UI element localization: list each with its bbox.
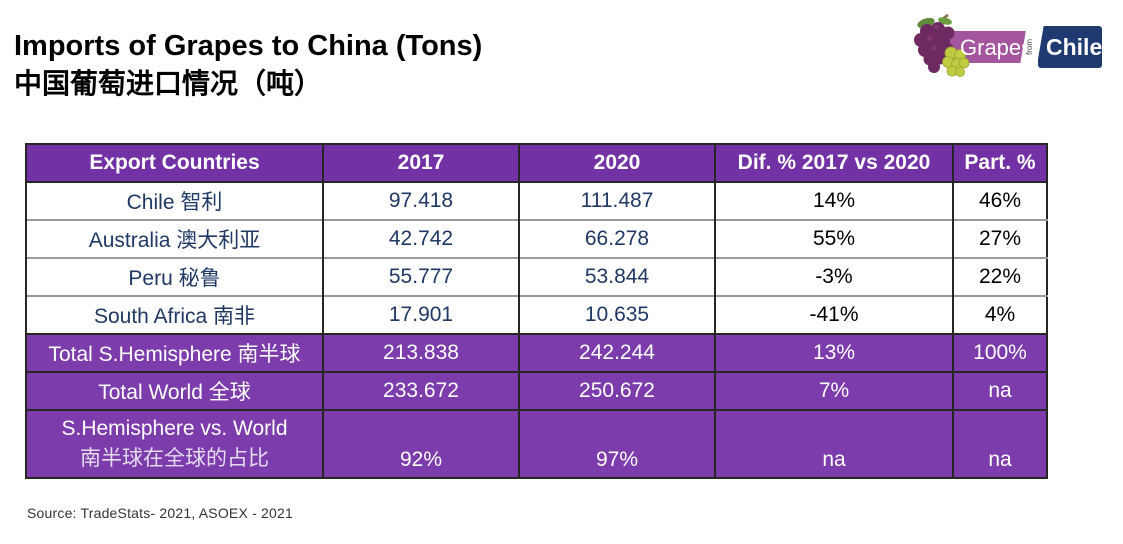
cell-2017: 97.418 [322,181,519,220]
table-row-s-hemisphere-vs-world: S.Hemisphere vs. World 南半球在全球的占比 92% 97%… [25,409,1047,478]
cell-2017: 42.742 [322,219,519,258]
cell-2020: 111.487 [518,181,715,220]
cell-2020: 66.278 [518,219,715,258]
cell-part: 27% [952,219,1047,258]
page-title: Imports of Grapes to China (Tons) [14,30,483,62]
cell-part: 22% [952,257,1047,296]
cell-2017: 213.838 [322,333,519,372]
table-row-total-world: Total World 全球 233.672 250.672 7% na [25,371,1047,410]
cell-2020: 53.844 [518,257,715,296]
cell-part: 46% [952,181,1047,220]
logo-chile-text: Chile [1046,34,1102,60]
cell-2017: 55.777 [322,257,519,296]
table-row-peru: Peru 秘鲁 55.777 53.844 -3% 22% [25,257,1047,296]
cell-dif: na [714,409,953,478]
logo-grapes-text: Grapes [960,35,1032,60]
cell-country: Peru 秘鲁 [25,257,323,296]
cell-dif: 55% [714,219,953,258]
table-header-row: Export Countries 2017 2020 Dif. % 2017 v… [25,144,1047,183]
cell-2020: 242.244 [518,333,715,372]
cell-2017: 233.672 [322,371,519,410]
cell-country: Chile 智利 [25,181,323,220]
cell-country: S.Hemisphere vs. World 南半球在全球的占比 [25,409,323,478]
cell-part: 4% [952,295,1047,334]
table-row-australia: Australia 澳大利亚 42.742 66.278 55% 27% [25,219,1047,258]
cell-dif: 14% [714,181,953,220]
column-header-export-countries: Export Countries [25,144,323,183]
table-row-chile: Chile 智利 97.418 111.487 14% 46% [25,181,1047,220]
cell-part: na [952,409,1047,478]
row-label-line2-chinese: 南半球在全球的占比 [80,447,269,470]
cell-2017: 17.901 [322,295,519,334]
row-label-line1: S.Hemisphere vs. World [61,416,288,440]
grapes-from-chile-logo: Grapes from Chile [903,8,1108,86]
cell-dif: -41% [714,295,953,334]
cell-country: Total S.Hemisphere 南半球 [25,333,323,372]
cell-dif: 7% [714,371,953,410]
source-note: Source: TradeStats- 2021, ASOEX - 2021 [27,505,293,521]
logo-from-text: from [1025,39,1034,55]
grapes-logo-graphic: Grapes from Chile [914,13,1102,77]
cell-2020: 250.672 [518,371,715,410]
cell-country: Total World 全球 [25,371,323,410]
column-header-dif-percent: Dif. % 2017 vs 2020 [714,144,953,183]
cell-part: 100% [952,333,1047,372]
cell-2020: 97% [518,409,715,478]
green-grapes-icon [942,46,970,77]
column-header-2017: 2017 [322,144,519,183]
cell-dif: -3% [714,257,953,296]
cell-2020: 10.635 [518,295,715,334]
title-block: Imports of Grapes to China (Tons) 中国葡萄进口… [14,28,482,102]
cell-country: South Africa 南非 [25,295,323,334]
table-row-south-africa: South Africa 南非 17.901 10.635 -41% 4% [25,295,1047,334]
cell-2017: 92% [322,409,519,478]
cell-part: na [952,371,1047,410]
page-title-chinese: 中国葡萄进口情况（吨） [14,67,323,99]
table-row-total-s-hemisphere: Total S.Hemisphere 南半球 213.838 242.244 1… [25,333,1047,372]
column-header-part-percent: Part. % [952,144,1047,183]
cell-country: Australia 澳大利亚 [25,219,323,258]
cell-dif: 13% [714,333,953,372]
column-header-2020: 2020 [518,144,715,183]
imports-table: Export Countries 2017 2020 Dif. % 2017 v… [25,143,1048,479]
